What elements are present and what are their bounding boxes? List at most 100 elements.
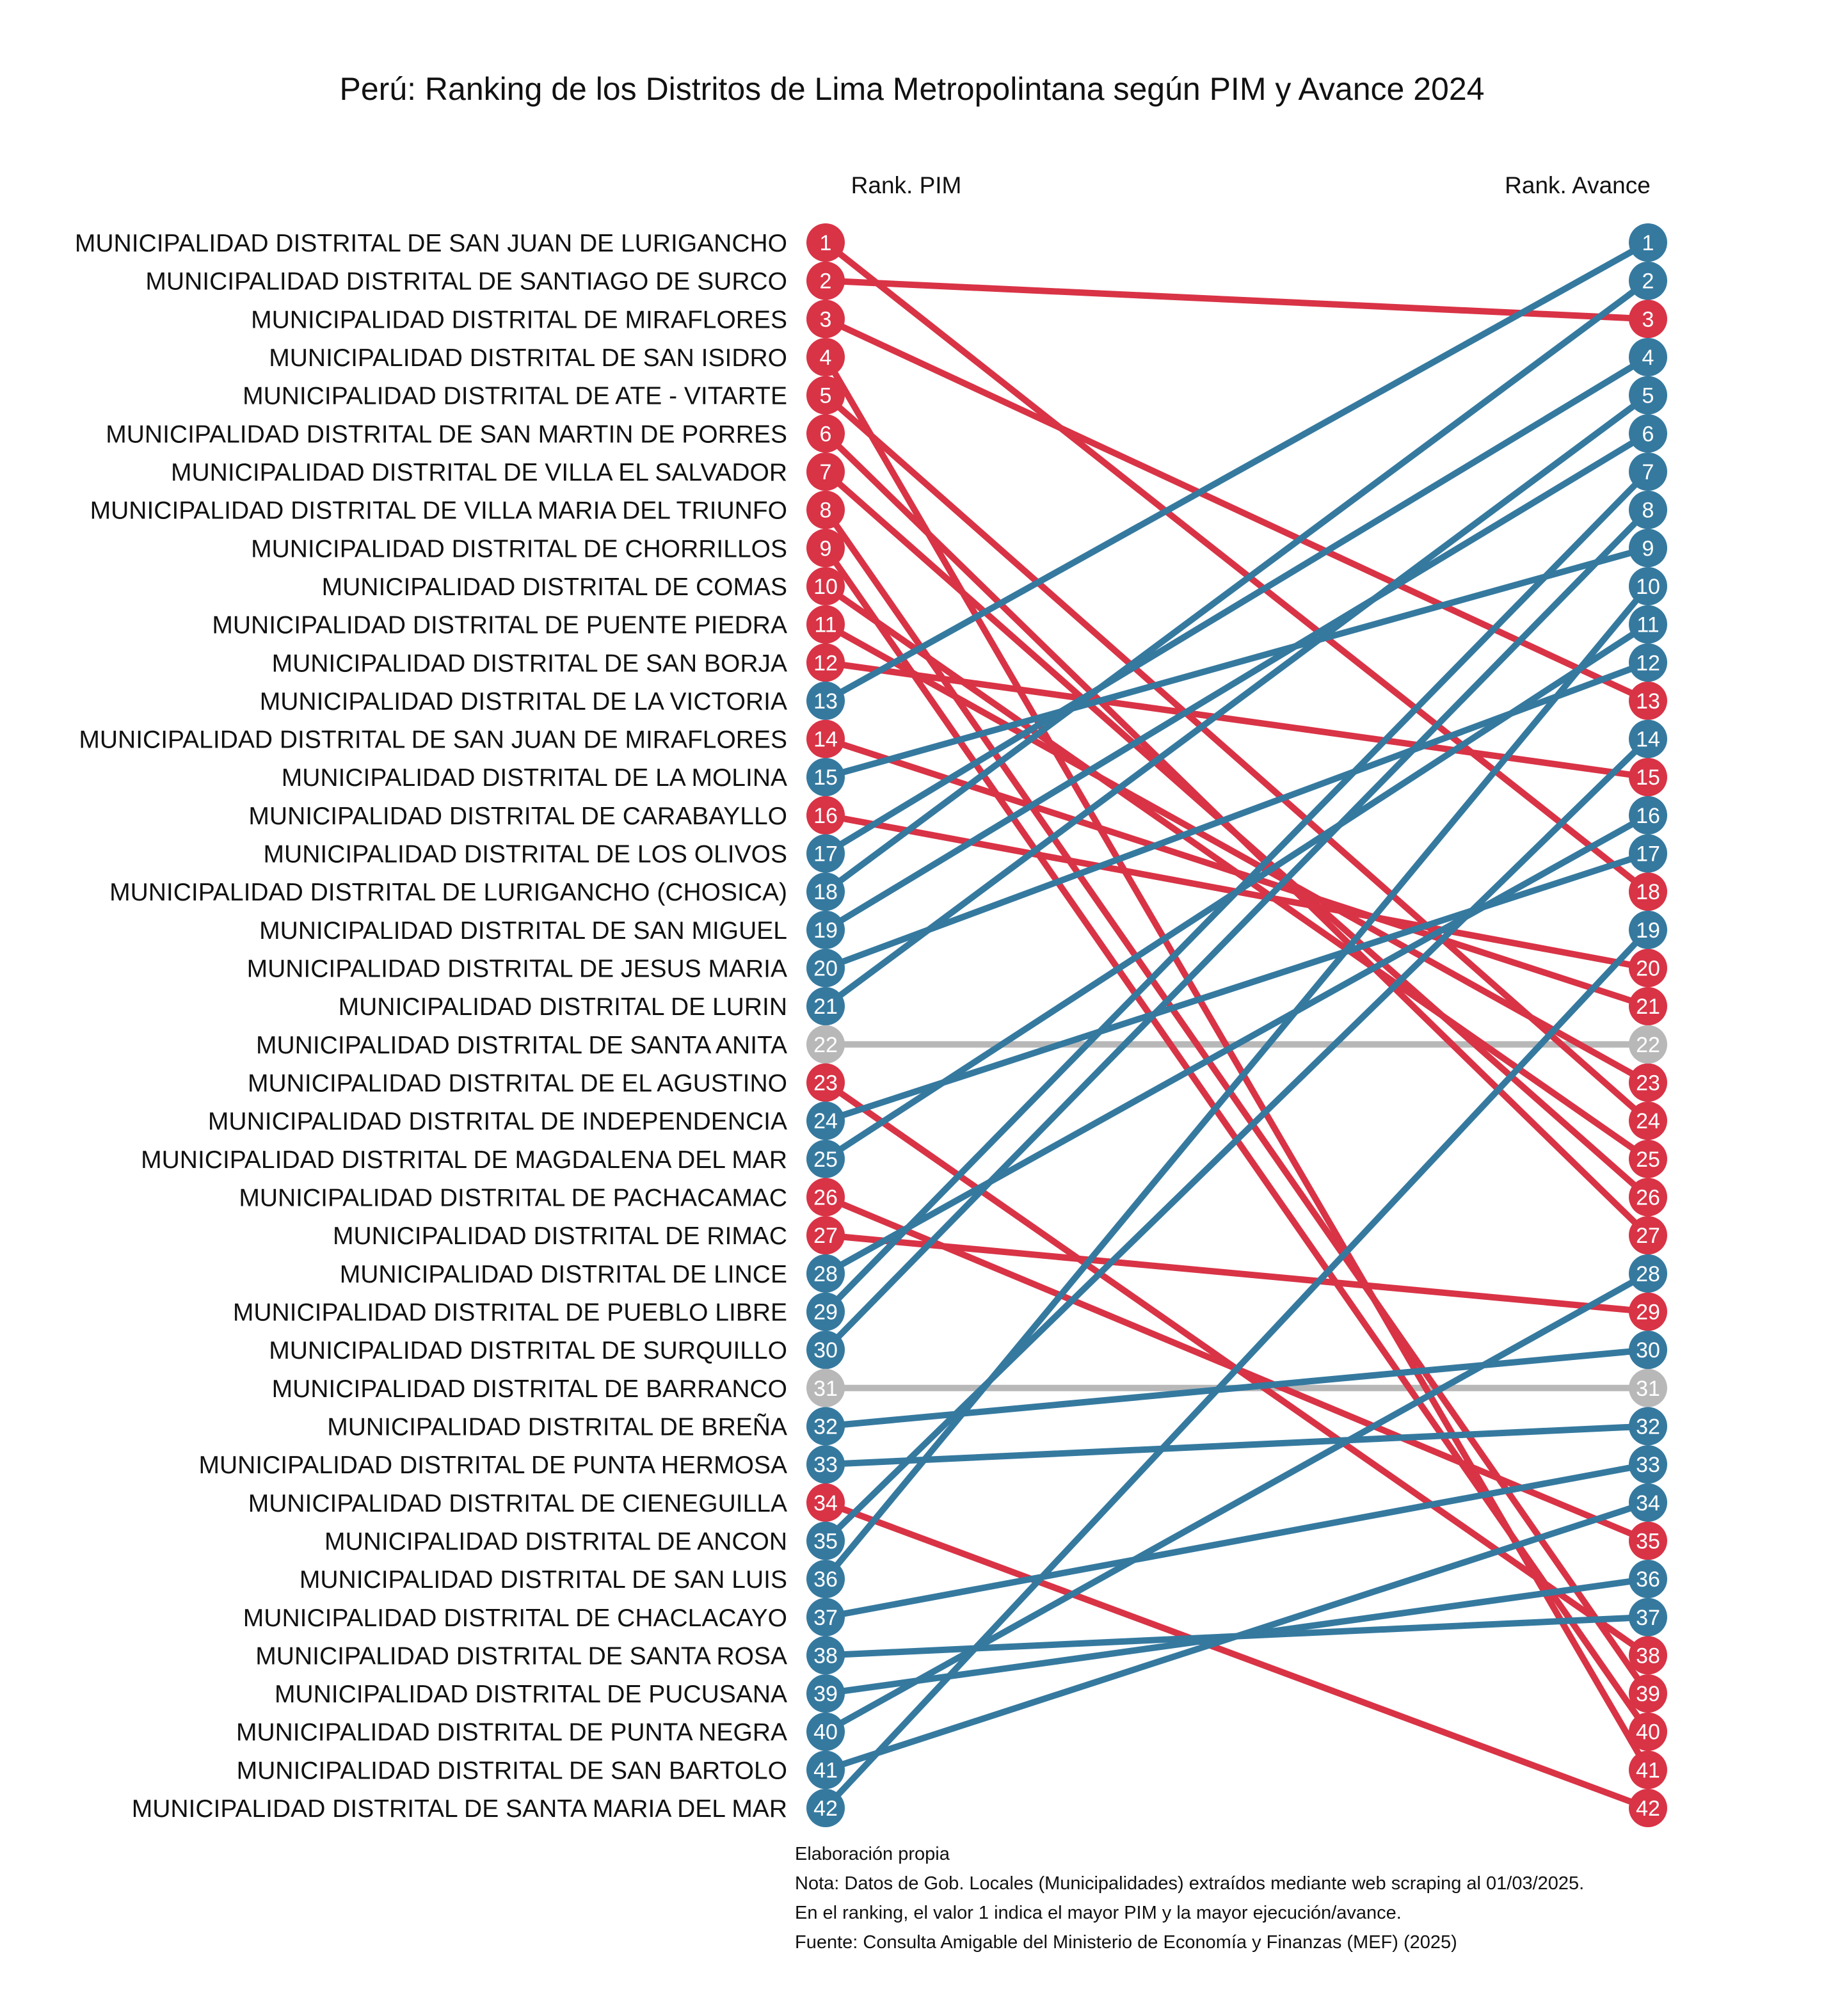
pim-rank-marker	[806, 1101, 845, 1140]
pim-rank-marker	[806, 796, 845, 835]
avance-rank-label: 35	[1636, 1529, 1660, 1553]
avance-rank-marker	[1629, 1216, 1667, 1255]
pim-rank-marker	[806, 1521, 845, 1560]
pim-rank-label: 19	[813, 918, 838, 943]
pim-rank-label: 3	[820, 307, 832, 332]
avance-rank-label: 3	[1642, 307, 1654, 332]
district-label: MUNICIPALIDAD DISTRITAL DE SAN MIGUEL	[259, 917, 787, 945]
district-labels: MUNICIPALIDAD DISTRITAL DE SAN JUAN DE L…	[75, 230, 787, 1823]
district-label: MUNICIPALIDAD DISTRITAL DE SAN JUAN DE L…	[75, 230, 787, 257]
avance-rank-label: 17	[1636, 842, 1660, 867]
avance-rank-marker	[1629, 1292, 1667, 1331]
district-label: MUNICIPALIDAD DISTRITAL DE CHORRILLOS	[251, 535, 787, 563]
avance-rank-label: 1	[1642, 231, 1654, 255]
avance-rank-marker	[1629, 872, 1667, 911]
pim-rank-marker	[806, 337, 845, 376]
pim-rank-label: 36	[813, 1567, 838, 1592]
avance-rank-marker	[1629, 490, 1667, 529]
avance-rank-label: 8	[1642, 499, 1654, 523]
district-label: MUNICIPALIDAD DISTRITAL DE VILLA EL SALV…	[171, 459, 787, 486]
avance-rank-label: 18	[1636, 880, 1660, 904]
left-axis-header: Rank. PIM	[851, 172, 962, 198]
avance-rank-label: 14	[1636, 728, 1660, 752]
district-label: MUNICIPALIDAD DISTRITAL DE LURIGANCHO (C…	[109, 879, 787, 906]
pim-rank-label: 18	[813, 880, 838, 904]
district-label: MUNICIPALIDAD DISTRITAL DE SAN ISIDRO	[269, 344, 787, 372]
avance-rank-label: 29	[1636, 1300, 1660, 1324]
pim-rank-label: 40	[813, 1720, 838, 1745]
pim-rank-label: 38	[813, 1644, 838, 1668]
chart-title: Perú: Ranking de los Distritos de Lima M…	[340, 71, 1485, 107]
pim-rank-label: 41	[813, 1758, 838, 1782]
district-label: MUNICIPALIDAD DISTRITAL DE MIRAFLORES	[251, 306, 787, 333]
pim-rank-label: 15	[813, 765, 838, 790]
pim-rank-marker	[806, 1178, 845, 1217]
pim-rank-label: 20	[813, 957, 838, 981]
pim-rank-marker	[806, 910, 845, 949]
avance-rank-label: 12	[1636, 651, 1660, 675]
pim-rank-marker	[806, 872, 845, 911]
avance-rank-label: 40	[1636, 1720, 1660, 1745]
avance-rank-label: 36	[1636, 1567, 1660, 1592]
avance-rank-marker	[1629, 719, 1667, 758]
pim-rank-marker	[806, 1292, 845, 1331]
slope-line	[822, 468, 1651, 1315]
district-label: MUNICIPALIDAD DISTRITAL DE CHACLACAYO	[243, 1604, 787, 1632]
pim-rank-marker	[806, 681, 845, 720]
pim-rank-marker	[806, 1789, 845, 1828]
pim-rank-label: 31	[813, 1377, 838, 1401]
slope-line	[822, 392, 1651, 1124]
pim-rank-marker	[806, 261, 845, 300]
pim-rank-marker	[806, 1025, 845, 1064]
avance-rank-label: 9	[1642, 536, 1654, 561]
pim-rank-marker	[806, 987, 845, 1026]
pim-rank-marker	[806, 529, 845, 568]
pim-rank-marker	[806, 1674, 845, 1713]
district-label: MUNICIPALIDAD DISTRITAL DE SAN BORJA	[272, 650, 787, 677]
slope-line	[822, 735, 1651, 1010]
district-label: MUNICIPALIDAD DISTRITAL DE PUENTE PIEDRA	[212, 612, 787, 639]
district-label: MUNICIPALIDAD DISTRITAL DE SAN BARTOLO	[237, 1757, 787, 1784]
avance-rank-marker	[1629, 910, 1667, 949]
avance-rank-label: 38	[1636, 1644, 1660, 1668]
pim-rank-label: 33	[813, 1453, 838, 1477]
slope-line	[822, 1499, 1651, 1773]
avance-rank-marker	[1629, 1101, 1667, 1140]
right-axis-header: Rank. Avance	[1505, 172, 1651, 198]
pim-rank-label: 21	[813, 995, 838, 1019]
pim-rank-marker	[806, 300, 845, 339]
avance-rank-marker	[1629, 834, 1667, 873]
slope-line	[822, 582, 1651, 1583]
avance-rank-label: 22	[1636, 1033, 1660, 1057]
avance-rank-label: 15	[1636, 765, 1660, 790]
pim-rank-marker	[806, 1139, 845, 1178]
avance-rank-marker	[1629, 1560, 1667, 1599]
avance-rank-marker	[1629, 376, 1667, 415]
district-label: MUNICIPALIDAD DISTRITAL DE SANTIAGO DE S…	[145, 268, 787, 296]
district-label: MUNICIPALIDAD DISTRITAL DE SAN MARTIN DE…	[106, 420, 787, 448]
avance-rank-label: 37	[1636, 1606, 1660, 1630]
district-label: MUNICIPALIDAD DISTRITAL DE EL AGUSTINO	[248, 1070, 787, 1098]
pim-rank-label: 11	[814, 613, 836, 637]
avance-rank-marker	[1629, 1597, 1667, 1636]
avance-rank-marker	[1629, 643, 1667, 682]
pim-rank-label: 42	[813, 1796, 838, 1821]
pim-rank-marker	[806, 452, 845, 491]
district-label: MUNICIPALIDAD DISTRITAL DE SANTA ANITA	[256, 1032, 787, 1059]
avance-rank-marker	[1629, 1445, 1667, 1484]
slope-line	[822, 735, 1651, 1544]
avance-rank-marker	[1629, 1368, 1667, 1407]
district-label: MUNICIPALIDAD DISTRITAL DE ATE - VITARTE	[243, 383, 787, 410]
avance-rank-label: 39	[1636, 1682, 1660, 1706]
pim-rank-label: 1	[820, 231, 832, 255]
district-label: MUNICIPALIDAD DISTRITAL DE SAN LUIS	[300, 1566, 787, 1594]
avance-rank-label: 13	[1636, 689, 1660, 714]
pim-rank-marker	[806, 1254, 845, 1293]
district-label: MUNICIPALIDAD DISTRITAL DE MAGDALENA DEL…	[141, 1146, 787, 1174]
pim-rank-label: 24	[813, 1109, 838, 1133]
avance-rank-label: 30	[1636, 1338, 1660, 1363]
pim-rank-label: 32	[813, 1414, 838, 1439]
pim-rank-marker	[806, 1216, 845, 1255]
pim-rank-marker	[806, 758, 845, 797]
pim-rank-marker	[806, 1712, 845, 1751]
